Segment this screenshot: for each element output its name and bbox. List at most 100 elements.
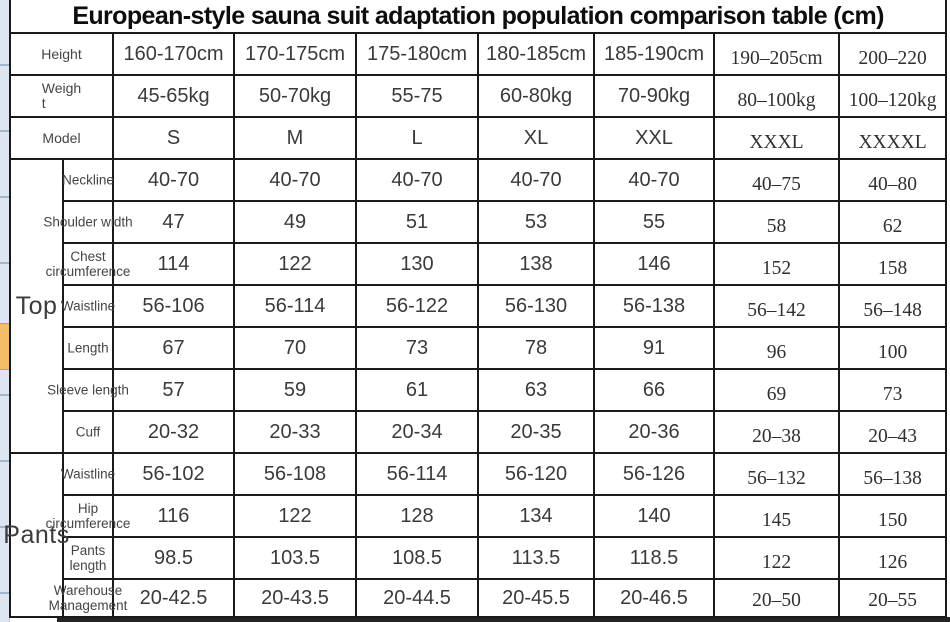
cell-waistline-1: 56-108 [233,452,357,496]
cell-pants-length-3: 113.5 [477,536,595,580]
section-label-pants: Pants [3,452,69,618]
row-label-pants-length: Pants length [62,536,114,580]
row-cuff: Cuff 20-32 20-33 20-34 20-35 20-36 20–38 20–43 [10,410,948,454]
row-label-text: Weigh t [41,79,82,111]
cell-neckline-6: 40–80 [837,158,948,202]
cell-chest-circumference-1: 122 [233,242,357,286]
cell-height-3: 180-185cm [477,32,595,76]
cell-model-0: S [112,116,235,160]
cell-height-1: 170-175cm [233,32,357,76]
cell-sleeve-length-0: 57 [112,368,235,412]
cell-hip-circumference-6: 150 [837,494,948,538]
row-label-text: Pants length [69,542,107,573]
cell-neckline-5: 40–75 [713,158,840,202]
row-label-text: Warehouse Management [48,582,128,613]
cell-cuff-5: 20–38 [713,410,840,454]
cell-pants-length-0: 98.5 [112,536,235,580]
cell-length-2: 73 [355,326,479,370]
row-waistline: Pants Waistline 56-102 56-108 56-114 56-120 56… [3,452,948,618]
cell-waistline-5: 56–142 [713,284,840,328]
cell-length-4: 91 [593,326,715,370]
cell-sleeve-length-6: 73 [837,368,948,412]
cell-pants-length-5: 122 [713,536,840,580]
row-waistline: Waistline 56-106 56-114 56-122 56-130 56-138 5… [10,284,948,328]
cell-pants-length-1: 103.5 [233,536,357,580]
cell-hip-circumference-0: 116 [112,494,235,538]
cell-sleeve-length-1: 59 [233,368,357,412]
cell-length-3: 78 [477,326,595,370]
cell-sleeve-length-4: 66 [593,368,715,412]
cell-neckline-2: 40-70 [355,158,479,202]
cell-weight-0: 45-65kg [112,74,235,118]
row-label-warehouse-management: Warehouse Management [49,578,127,618]
row-sleeve-length: Sleeve length 57 59 61 63 66 69 73 [10,368,948,412]
row-chest-circumference: Chest circumference 114 122 130 138 146 152 158 [10,242,948,286]
cell-cuff-2: 20-34 [355,410,479,454]
cell-height-4: 185-190cm [593,32,715,76]
row-pants-length: Pants length 98.5 103.5 108.5 113.5 118.5 122 1… [10,536,948,580]
row-label-text: Sleeve length [47,382,129,398]
row-label-text: Length [67,340,109,356]
cell-chest-circumference-6: 158 [837,242,948,286]
cell-waistline-5: 56–132 [713,452,840,496]
cell-chest-circumference-3: 138 [477,242,595,286]
row-label-height: Height [9,32,114,76]
row-label-model: Model [9,116,114,160]
cell-model-4: XXL [593,116,715,160]
row-label-neckline: Neckline [62,158,114,202]
cell-chest-circumference-4: 146 [593,242,715,286]
row-label-text: Model [42,129,81,146]
row-label-text: Cuff [75,424,101,440]
cell-shoulder-width-2: 51 [355,200,479,244]
header-row-height: Height 160-170cm 170-175cm 175-180cm 180-185… [9,32,948,76]
cell-length-0: 67 [112,326,235,370]
row-label-weight: Weigh t [9,74,114,118]
cell-pants-length-6: 126 [837,536,948,580]
cell-cuff-1: 20-33 [233,410,357,454]
cell-neckline-3: 40-70 [477,158,595,202]
cell-hip-circumference-4: 140 [593,494,715,538]
cell-waistline-2: 56-122 [355,284,479,328]
row-label-text: Shoulder width [43,214,133,230]
row-label-text: Height [41,45,82,62]
row-label-text: Waistline [60,466,116,482]
cell-sleeve-length-5: 69 [713,368,840,412]
cell-model-6: XXXXL [837,116,948,160]
cell-warehouse-management-5: 20–50 [713,578,840,618]
cell-waistline-3: 56-130 [477,284,595,328]
cell-chest-circumference-0: 114 [112,242,235,286]
cell-waistline-6: 56–148 [837,284,948,328]
header-row-model: Model S M L XL XXL XXXL XXXXL [9,116,948,160]
cell-cuff-0: 20-32 [112,410,235,454]
cell-warehouse-management-1: 20-43.5 [233,578,357,618]
row-label-cuff: Cuff [62,410,114,454]
cell-weight-1: 50-70kg [233,74,357,118]
row-label-text: Hip circumference [45,500,131,531]
row-label-text: Chest circumference [45,248,131,279]
cell-shoulder-width-5: 58 [713,200,840,244]
cell-cuff-4: 20-36 [593,410,715,454]
cell-hip-circumference-3: 134 [477,494,595,538]
cell-length-5: 96 [713,326,840,370]
section-label-text: Pants [3,521,70,549]
row-label-sleeve-length: Sleeve length [47,368,129,412]
cell-warehouse-management-2: 20-44.5 [355,578,479,618]
cell-height-5: 190–205cm [713,32,840,76]
cell-chest-circumference-2: 130 [355,242,479,286]
cell-weight-5: 80–100kg [713,74,840,118]
cell-weight-6: 100–120kg [837,74,948,118]
row-label-shoulder-width: Shoulder width [43,200,133,244]
cell-length-1: 70 [233,326,357,370]
row-length: Length 67 70 73 78 91 96 100 [10,326,948,370]
cell-weight-2: 55-75 [355,74,479,118]
cell-model-1: M [233,116,357,160]
cell-hip-circumference-5: 145 [713,494,840,538]
cell-waistline-6: 56–138 [837,452,948,496]
row-label-hip-circumference: Hip circumference [46,494,130,538]
row-warehouse-management: Warehouse Management 20-42.5 20-43.5 20-44.… [10,578,948,618]
row-label-length: Length [62,326,114,370]
row-hip-circumference: Hip circumference 116 122 128 134 140 145 150 [10,494,948,538]
cell-chest-circumference-5: 152 [713,242,840,286]
size-table: European-style sauna suit adaptation pop… [3,0,948,618]
cell-hip-circumference-1: 122 [233,494,357,538]
